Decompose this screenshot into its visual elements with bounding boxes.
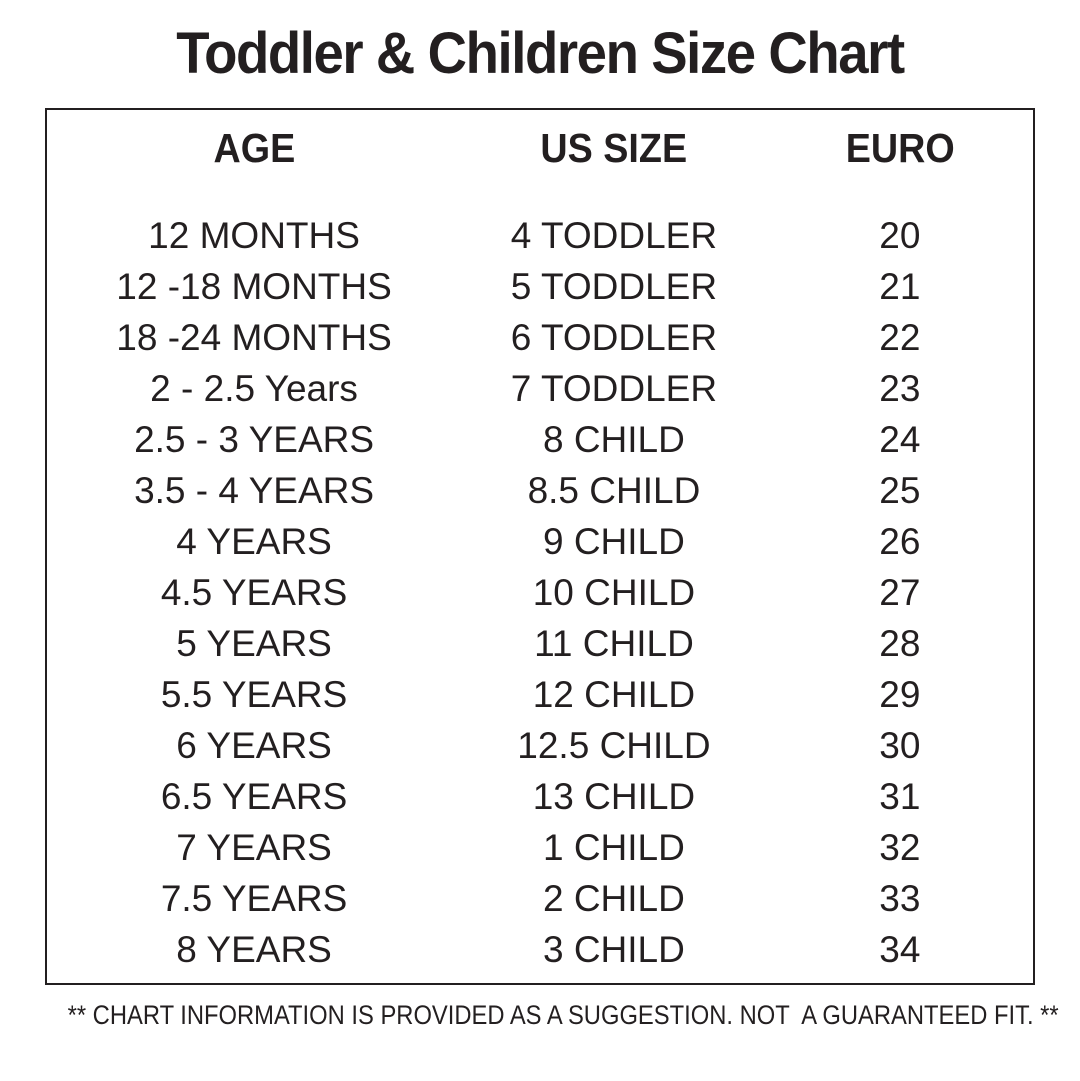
table-row: 12 -18 MONTHS 5 TODDLER 21 xyxy=(47,261,1033,312)
euro-cell: 33 xyxy=(879,878,921,919)
column-header-age: AGE xyxy=(213,125,295,171)
euro-cell: 23 xyxy=(879,368,921,409)
us-size-cell: 8 CHILD xyxy=(542,419,685,460)
age-cell: 12 MONTHS xyxy=(148,215,360,256)
euro-cell: 21 xyxy=(879,266,921,307)
us-size-cell: 2 CHILD xyxy=(542,878,685,919)
euro-cell: 32 xyxy=(879,827,921,868)
size-chart-table: AGE US SIZE EURO 12 MONTHS 4 TODDLER 20 12 … xyxy=(45,108,1035,985)
us-size-cell: 10 CHILD xyxy=(532,572,696,613)
age-cell: 5 YEARS xyxy=(176,623,332,664)
age-cell: 8 YEARS xyxy=(176,929,332,970)
table-row: 7 YEARS 1 CHILD 32 xyxy=(47,822,1033,873)
age-cell: 4.5 YEARS xyxy=(160,572,348,613)
age-cell: 3.5 - 4 YEARS xyxy=(134,470,375,511)
us-size-cell: 8.5 CHILD xyxy=(527,470,701,511)
euro-cell: 20 xyxy=(879,215,921,256)
us-size-cell: 3 CHILD xyxy=(542,929,685,970)
table-row: 6 YEARS 12.5 CHILD 30 xyxy=(47,720,1033,771)
us-size-cell: 12 CHILD xyxy=(532,674,696,715)
table-row: 5 YEARS 11 CHILD 28 xyxy=(47,618,1033,669)
column-header-euro: EURO xyxy=(845,125,955,171)
table-row: 7.5 YEARS 2 CHILD 33 xyxy=(47,873,1033,924)
age-cell: 12 -18 MONTHS xyxy=(116,266,392,307)
us-size-cell: 5 TODDLER xyxy=(510,266,718,307)
table-row: 2.5 - 3 YEARS 8 CHILD 24 xyxy=(47,414,1033,465)
euro-cell: 22 xyxy=(879,317,921,358)
euro-cell: 29 xyxy=(879,674,921,715)
euro-cell: 30 xyxy=(879,725,921,766)
age-cell: 2.5 - 3 YEARS xyxy=(134,419,375,460)
table-row: 2 - 2.5 Years 7 TODDLER 23 xyxy=(47,363,1033,414)
table-row: 8 YEARS 3 CHILD 34 xyxy=(47,924,1033,975)
euro-cell: 24 xyxy=(879,419,921,460)
column-header-us-size: US SIZE xyxy=(540,125,688,171)
age-cell: 7.5 YEARS xyxy=(160,878,348,919)
table-row: 4.5 YEARS 10 CHILD 27 xyxy=(47,567,1033,618)
us-size-cell: 12.5 CHILD xyxy=(517,725,711,766)
table-row: 6.5 YEARS 13 CHILD 31 xyxy=(47,771,1033,822)
page-title: Toddler & Children Size Chart xyxy=(176,21,905,86)
age-cell: 6.5 YEARS xyxy=(160,776,348,817)
us-size-cell: 1 CHILD xyxy=(542,827,685,868)
euro-cell: 31 xyxy=(879,776,921,817)
us-size-cell: 9 CHILD xyxy=(542,521,685,562)
footer-wrap: ** CHART INFORMATION IS PROVIDED AS A SU… xyxy=(0,1000,1080,1031)
us-size-cell: 13 CHILD xyxy=(532,776,696,817)
age-cell: 2 - 2.5 Years xyxy=(150,368,358,409)
disclaimer-note: ** CHART INFORMATION IS PROVIDED AS A SU… xyxy=(67,1000,1059,1030)
euro-cell: 26 xyxy=(879,521,921,562)
table-row: 4 YEARS 9 CHILD 26 xyxy=(47,516,1033,567)
age-cell: 5.5 YEARS xyxy=(160,674,348,715)
size-table-body: 12 MONTHS 4 TODDLER 20 12 -18 MONTHS 5 TODDL… xyxy=(47,210,1033,975)
us-size-cell: 4 TODDLER xyxy=(510,215,718,256)
table-row: 3.5 - 4 YEARS 8.5 CHILD 25 xyxy=(47,465,1033,516)
table-row: 5.5 YEARS 12 CHILD 29 xyxy=(47,669,1033,720)
age-cell: 4 YEARS xyxy=(176,521,332,562)
euro-cell: 28 xyxy=(879,623,921,664)
euro-cell: 34 xyxy=(879,929,921,970)
euro-cell: 25 xyxy=(879,470,921,511)
page-title-wrap: Toddler & Children Size Chart xyxy=(0,20,1080,87)
us-size-cell: 7 TODDLER xyxy=(510,368,718,409)
euro-cell: 27 xyxy=(879,572,921,613)
table-row: 18 -24 MONTHS 6 TODDLER 22 xyxy=(47,312,1033,363)
us-size-cell: 11 CHILD xyxy=(534,623,694,664)
age-cell: 7 YEARS xyxy=(176,827,332,868)
age-cell: 6 YEARS xyxy=(176,725,332,766)
us-size-cell: 6 TODDLER xyxy=(510,317,718,358)
table-row: 12 MONTHS 4 TODDLER 20 xyxy=(47,210,1033,261)
table-header-row: AGE US SIZE EURO xyxy=(47,124,1033,172)
age-cell: 18 -24 MONTHS xyxy=(116,317,392,358)
